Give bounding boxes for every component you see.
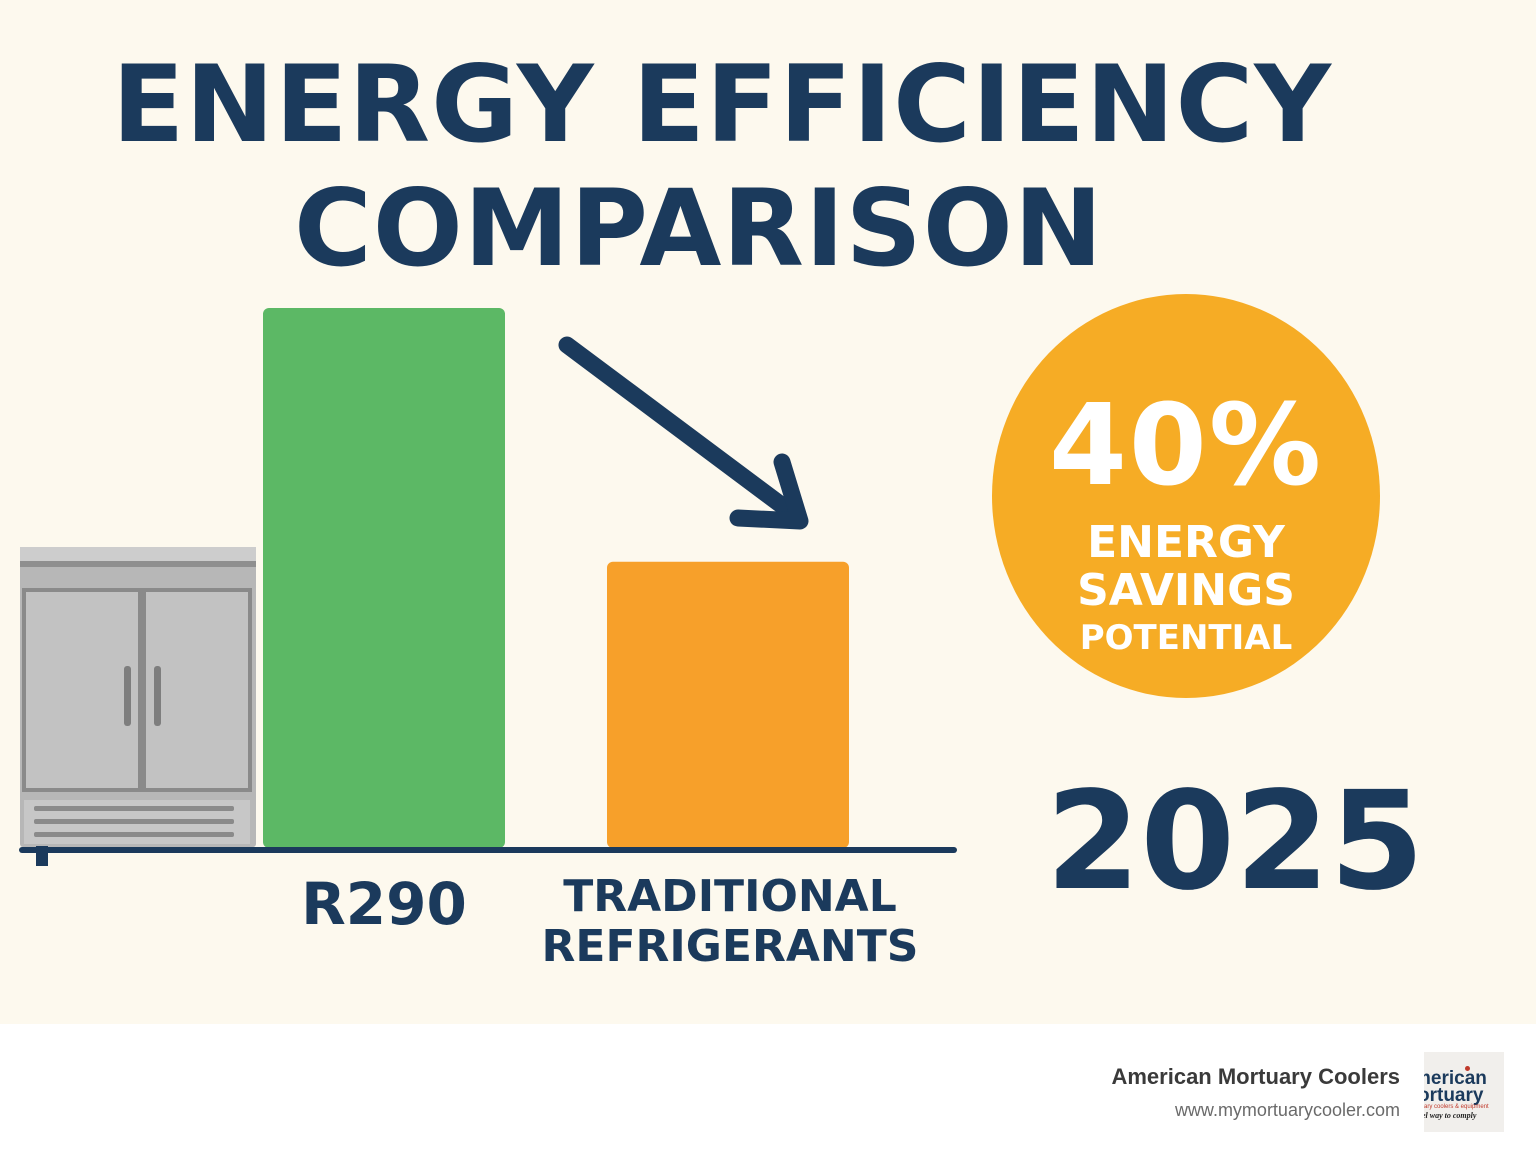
category-label-line: REFRIGERANTS xyxy=(541,921,919,972)
category-label-traditional: TRADITIONAL REFRIGERANTS xyxy=(530,872,930,972)
title-line-2: COMPARISON xyxy=(294,167,1104,290)
category-label-line: R290 xyxy=(301,870,467,938)
savings-percent: 40% xyxy=(1048,381,1324,511)
logo-dot xyxy=(1465,1066,1470,1071)
logo-text: ortuary xyxy=(1424,1085,1484,1106)
bar-r290 xyxy=(263,308,505,848)
infographic: ENERGY EFFICIENCY COMPARISON R290 T xyxy=(0,0,1536,1024)
title-line-1: ENERGY EFFICIENCY xyxy=(112,43,1333,166)
logo-tagline: ary coolers & equipment xyxy=(1424,1104,1489,1110)
logo-tagline: el way to comply xyxy=(1424,1111,1477,1120)
company-logo: merican ortuary ary coolers & equipment … xyxy=(1424,1052,1504,1132)
savings-badge: 40% ENERGY SAVINGS POTENTIAL xyxy=(992,294,1380,698)
logo-text: merican xyxy=(1424,1068,1487,1089)
savings-text-energy: ENERGY xyxy=(1087,517,1285,568)
footer-company-name: American Mortuary Coolers xyxy=(1111,1064,1400,1089)
bar-chart xyxy=(19,308,957,866)
year-label: 2025 xyxy=(1045,763,1425,921)
savings-text-potential: POTENTIAL xyxy=(1079,618,1293,658)
refrigerator-icon xyxy=(20,547,256,866)
category-label-r290: R290 xyxy=(264,872,504,936)
arrow-down-right-icon xyxy=(558,336,809,530)
category-label-line: TRADITIONAL xyxy=(563,871,897,922)
footer-url[interactable]: www.mymortuarycooler.com xyxy=(1174,1100,1400,1120)
savings-text-savings: SAVINGS xyxy=(1077,565,1295,616)
bars-group xyxy=(263,308,849,848)
bar-traditional xyxy=(607,561,849,848)
